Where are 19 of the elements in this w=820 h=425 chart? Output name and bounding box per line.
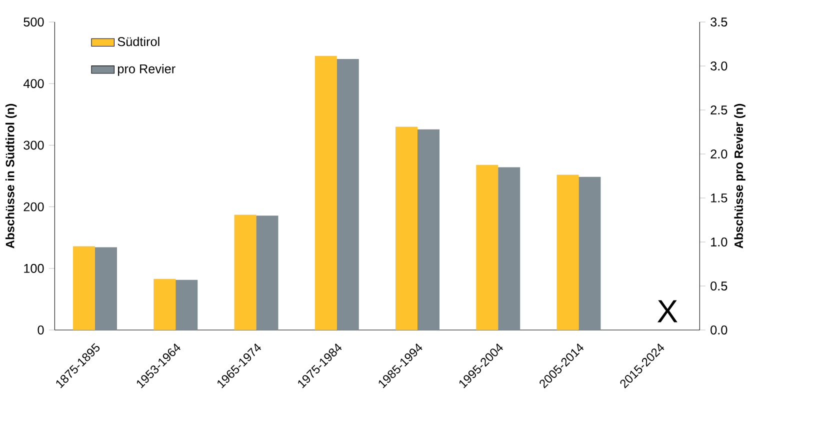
y-tick-label: 200	[24, 202, 44, 212]
y-tick-label: 300	[24, 140, 44, 150]
y-axis-title: Abschüsse in Südtirol (n)	[5, 104, 17, 248]
y2-tick-label: 1.0	[711, 238, 728, 246]
y-tick-label: 400	[23, 79, 44, 88]
y2-tick-label: 2.5	[710, 106, 728, 114]
legend-label: pro Revier	[118, 64, 176, 76]
y2-tick-label: 2.0	[710, 150, 728, 158]
y2-tick-label: 0.5	[710, 282, 728, 290]
y-tick-label: 500	[24, 18, 44, 26]
y2-tick-label: 0.0	[710, 326, 728, 334]
annotation: X	[657, 300, 678, 322]
y2-axis-title: Abschüsse pro Revier (n)	[734, 104, 746, 248]
y2-tick-label: 3.0	[710, 62, 728, 70]
y-tick-label: 100	[24, 264, 44, 273]
y2-tick-label: 3.5	[710, 18, 728, 26]
y2-tick-label: 1.5	[711, 194, 728, 202]
y-tick-label: 0	[38, 326, 44, 334]
legend-label: Südtirol	[118, 36, 160, 46]
